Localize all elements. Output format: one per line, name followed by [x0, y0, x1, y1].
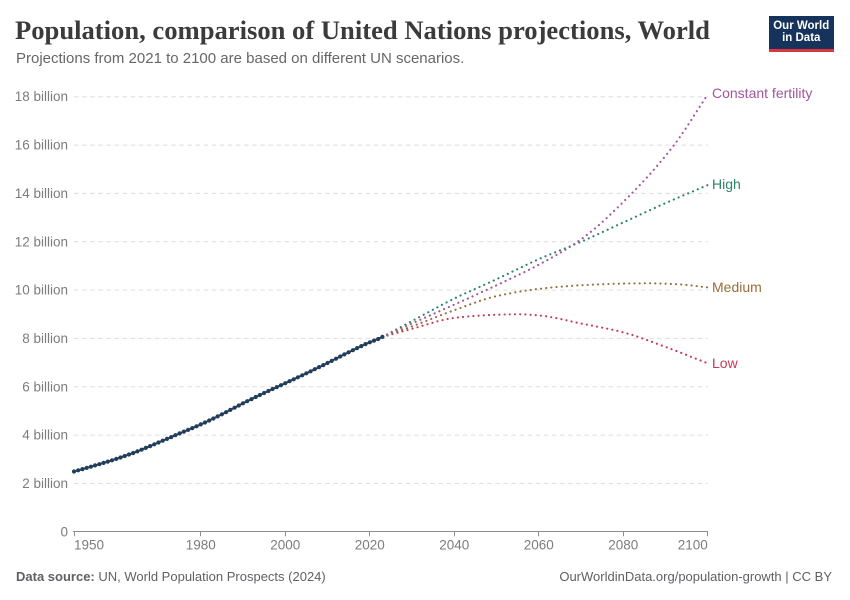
svg-text:0: 0: [60, 524, 68, 539]
svg-text:Constant fertility: Constant fertility: [712, 85, 812, 101]
svg-text:2080: 2080: [608, 538, 638, 553]
svg-text:16 billion: 16 billion: [15, 138, 68, 153]
svg-text:8 billion: 8 billion: [22, 331, 68, 346]
svg-text:10 billion: 10 billion: [15, 283, 68, 298]
svg-text:4 billion: 4 billion: [22, 428, 68, 443]
svg-text:12 billion: 12 billion: [15, 234, 68, 249]
svg-text:18 billion: 18 billion: [15, 89, 68, 104]
svg-text:2100: 2100: [678, 538, 708, 553]
svg-text:2020: 2020: [355, 538, 385, 553]
svg-text:1980: 1980: [186, 538, 216, 553]
svg-text:14 billion: 14 billion: [15, 186, 68, 201]
svg-text:2040: 2040: [439, 538, 469, 553]
svg-text:High: High: [712, 176, 741, 192]
svg-text:Medium: Medium: [712, 279, 762, 295]
svg-text:6 billion: 6 billion: [22, 379, 68, 394]
svg-text:2060: 2060: [524, 538, 554, 553]
svg-text:2000: 2000: [270, 538, 300, 553]
svg-text:Low: Low: [712, 355, 739, 371]
svg-text:1950: 1950: [74, 538, 104, 553]
svg-text:2 billion: 2 billion: [22, 476, 68, 491]
